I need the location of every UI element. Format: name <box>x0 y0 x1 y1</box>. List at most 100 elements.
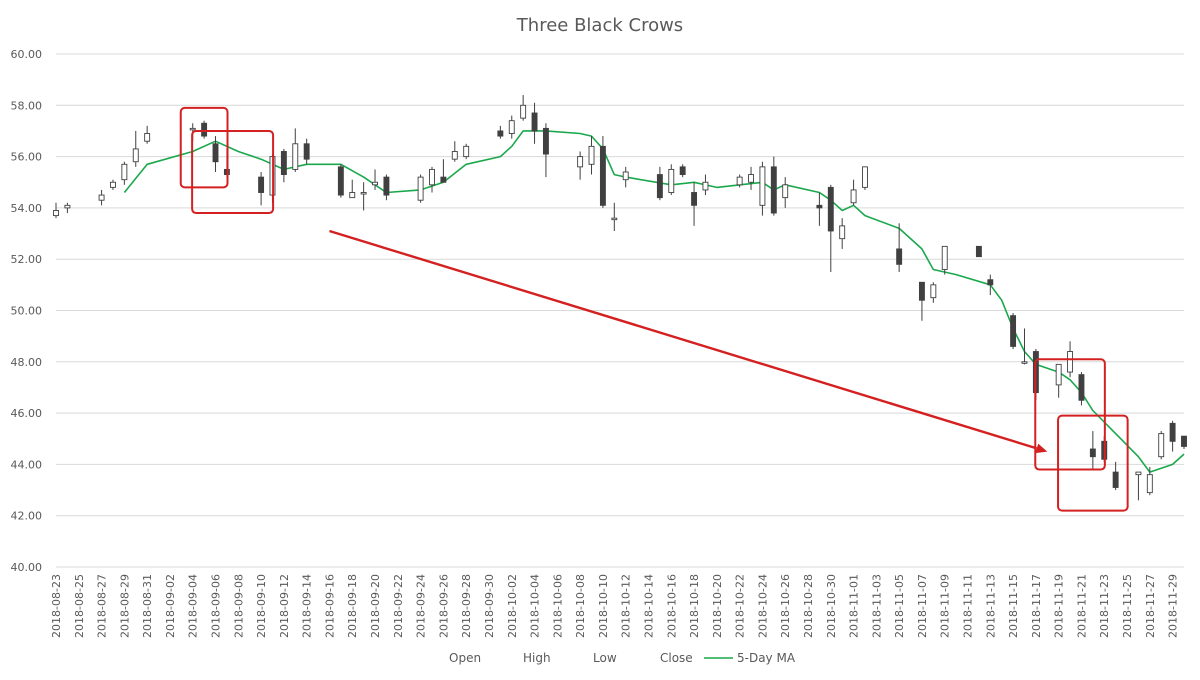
candle-body-up <box>839 225 846 240</box>
candle-body-up <box>748 174 754 183</box>
candle-body-down <box>1010 315 1017 347</box>
candle <box>383 174 390 201</box>
candle-body-down <box>770 166 777 214</box>
x-tick-label: 2018-09-30 <box>483 574 496 638</box>
y-axis: 40.00 42.00 44.00 46.00 48.00 50.00 52.00 54.00… <box>11 48 43 574</box>
legend-close: Close <box>660 651 693 665</box>
candle-body-up <box>132 148 139 163</box>
candle <box>1181 435 1187 450</box>
x-tick-label: 2018-08-29 <box>118 574 131 638</box>
x-tick-label: 2018-09-24 <box>415 574 428 638</box>
candle-body-up <box>850 189 857 204</box>
candle <box>542 123 549 178</box>
candle-body-up <box>782 184 789 199</box>
candle-body-up <box>1135 471 1142 476</box>
candle-body-up <box>1067 351 1074 373</box>
candle <box>656 166 663 201</box>
x-tick-label: 2018-10-14 <box>642 574 655 638</box>
candle-body-down <box>896 248 903 265</box>
candle <box>702 174 709 196</box>
candle-body-up <box>759 166 766 206</box>
ma-layer <box>123 130 1185 473</box>
candle-body-up <box>144 133 151 142</box>
candle <box>292 128 299 172</box>
candle-body-up <box>463 145 470 158</box>
candle <box>782 177 789 208</box>
annotations <box>179 106 1129 512</box>
x-tick-label: 2018-10-30 <box>825 574 838 638</box>
candle-body-up <box>1021 361 1028 364</box>
candle <box>577 151 584 180</box>
trend-arrow-head <box>1035 443 1048 454</box>
candle <box>679 164 686 178</box>
x-tick-label: 2018-11-29 <box>1167 574 1180 638</box>
candle <box>360 182 367 211</box>
x-tick-label: 2018-09-06 <box>210 574 223 638</box>
x-tick-label: 2018-09-18 <box>346 574 359 638</box>
candle <box>508 115 515 139</box>
candle <box>1010 313 1017 349</box>
candle <box>201 120 208 139</box>
y-tick-label: 46.00 <box>11 407 43 420</box>
candle <box>451 141 458 162</box>
candle <box>144 125 151 144</box>
highlight-box <box>179 106 229 189</box>
x-tick-label: 2018-08-23 <box>50 574 63 638</box>
x-tick-label: 2018-11-27 <box>1144 574 1157 638</box>
candle <box>839 218 846 249</box>
candle <box>918 281 925 321</box>
candle-body-down <box>691 192 698 206</box>
x-tick-label: 2018-10-28 <box>802 574 815 638</box>
x-tick-label: 2018-10-04 <box>529 574 542 638</box>
x-tick-label: 2018-08-27 <box>96 574 109 638</box>
candle-body-up <box>429 168 435 186</box>
y-tick-label: 54.00 <box>11 202 43 215</box>
candle <box>531 102 538 144</box>
candle <box>736 174 743 188</box>
x-tick-label: 2018-11-03 <box>870 574 883 638</box>
candle <box>622 166 629 188</box>
candle <box>1158 431 1165 460</box>
candle <box>429 166 435 193</box>
candle <box>372 169 378 190</box>
x-tick-label: 2018-11-13 <box>984 574 997 638</box>
candle-body-up <box>98 194 105 201</box>
x-tick-label: 2018-09-12 <box>278 574 291 638</box>
candle <box>896 223 903 273</box>
candle <box>759 161 766 216</box>
candle-body-down <box>599 145 606 206</box>
candle <box>440 159 447 183</box>
candle <box>770 156 777 216</box>
legend-ma: 5-Day MA <box>737 651 796 665</box>
candle-body-up <box>702 181 709 191</box>
candle <box>691 182 698 226</box>
trend-arrow-line <box>329 229 1038 450</box>
x-tick-label: 2018-09-16 <box>323 574 336 638</box>
candle <box>337 164 344 198</box>
candle-body-up <box>736 176 743 186</box>
chart-title: Three Black Crows <box>516 15 683 36</box>
candle-body-down <box>531 112 538 132</box>
x-tick-label: 2018-11-23 <box>1098 574 1111 638</box>
x-tick-label: 2018-08-25 <box>73 574 86 638</box>
candle-body-up <box>508 120 515 134</box>
candle-body-up <box>360 192 367 195</box>
candle <box>1112 461 1119 491</box>
candle-body-up <box>577 156 584 168</box>
candle <box>816 192 823 226</box>
x-tick-label: 2018-09-04 <box>187 574 200 638</box>
highlight-box <box>1034 358 1106 471</box>
y-tick-label: 48.00 <box>11 356 43 369</box>
candle <box>827 184 834 273</box>
candle-body-down <box>987 279 994 286</box>
candle <box>463 143 470 160</box>
x-tick-label: 2018-10-08 <box>574 574 587 638</box>
candle <box>520 95 527 121</box>
candle <box>588 136 595 175</box>
candle-body-up <box>451 151 458 160</box>
x-tick-label: 2018-11-17 <box>1030 574 1043 638</box>
x-tick-label: 2018-09-08 <box>232 574 245 638</box>
y-tick-label: 42.00 <box>11 510 43 523</box>
candle-body-down <box>303 143 310 160</box>
